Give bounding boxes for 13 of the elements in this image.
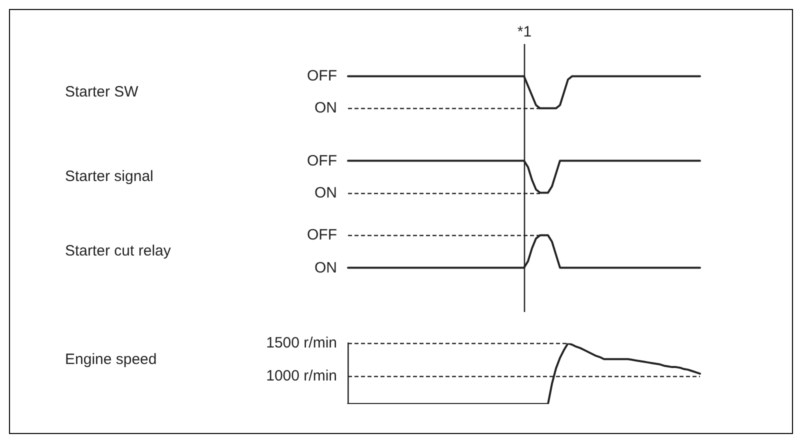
text: OFF [307, 152, 337, 170]
text: ON [314, 260, 337, 277]
y-axis-title: Engine speed [65, 350, 157, 368]
y-tick-label: 1500 r/min [266, 334, 337, 352]
ref-line-label: ON [314, 100, 337, 117]
text: OFF [307, 68, 337, 85]
y-tick-label: 1000 r/min [266, 367, 337, 384]
ref-line-label: OFF [307, 226, 337, 244]
y-axis-title: Starter signal [65, 168, 154, 185]
ref-line-label: ON [314, 184, 337, 202]
y-axis-title: Starter SW [65, 83, 140, 100]
text: *1 [517, 24, 532, 41]
y-axis-title: Starter cut relay [65, 242, 172, 260]
